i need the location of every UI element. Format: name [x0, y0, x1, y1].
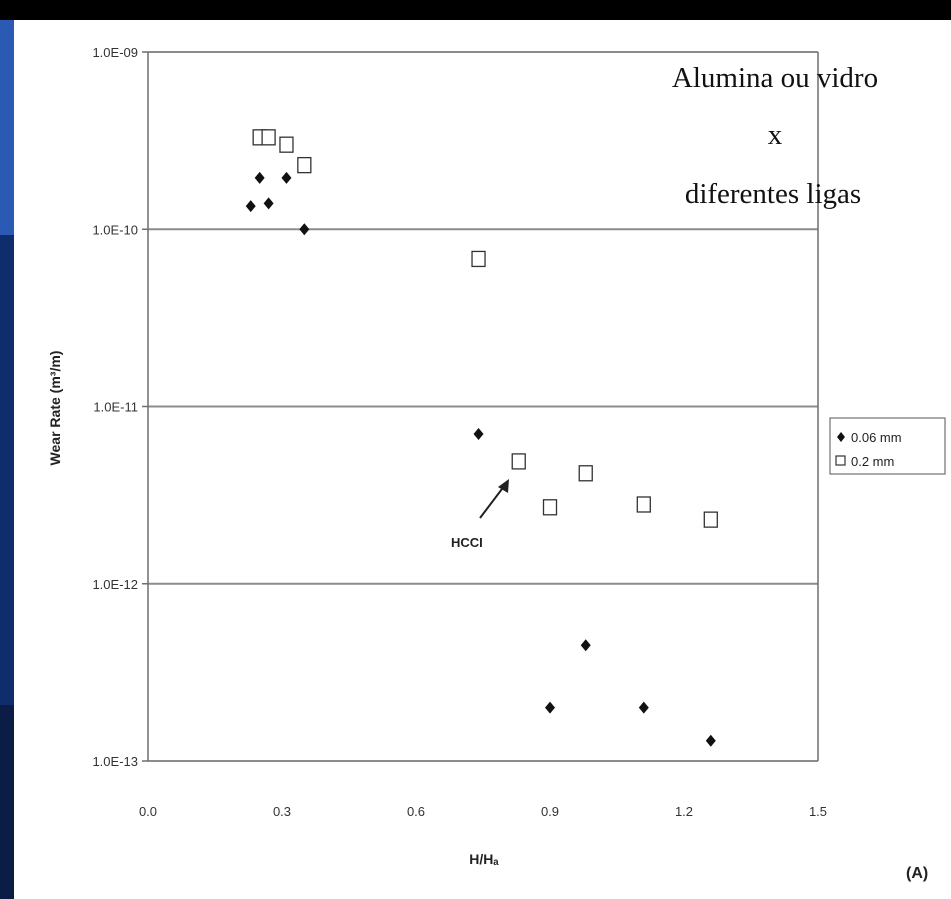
- x-tick-label: 0.3: [273, 804, 291, 819]
- point-diamond: [638, 701, 649, 714]
- y-tick-label: 1.0E-11: [93, 400, 138, 415]
- overlay-caption: Alumina ou vidro x diferentes ligas: [672, 62, 878, 210]
- hcci-annotation: HCCI: [451, 479, 509, 550]
- x-tick-label: 1.2: [675, 804, 693, 819]
- point-diamond: [473, 427, 484, 440]
- overlay-line-2: x: [768, 119, 783, 151]
- y-tick-label: 1.0E-10: [92, 222, 138, 237]
- point-diamond: [263, 197, 274, 210]
- x-tick-label: 1.5: [809, 804, 827, 819]
- point-diamond: [254, 171, 265, 184]
- y-tick-labels: 1.0E-09 1.0E-10 1.0E-11 1.0E-12 1.0E-13: [92, 45, 138, 769]
- annotation-label: HCCI: [451, 535, 483, 550]
- x-tick-label: 0.9: [541, 804, 559, 819]
- x-tick-label: 0.0: [139, 804, 157, 819]
- annotation-arrow-line: [479, 484, 506, 519]
- gridlines: [142, 51, 818, 762]
- left-edge-strip-top: [0, 20, 14, 235]
- overlay-line-3: diferentes ligas: [685, 178, 861, 210]
- x-tick-label: 0.6: [407, 804, 425, 819]
- point-square: [542, 499, 558, 516]
- legend-label-series-2: 0.2 mm: [851, 454, 894, 469]
- point-square: [471, 250, 486, 268]
- annotation-arrowhead: [498, 479, 509, 493]
- left-edge-strip-bottom: [0, 705, 14, 899]
- point-square: [703, 511, 718, 528]
- data-points: [245, 129, 718, 747]
- legend: 0.06 mm 0.2 mm: [829, 417, 946, 475]
- legend-box: [829, 417, 946, 475]
- chart-panel: [14, 20, 951, 899]
- y-tick-label: 1.0E-09: [92, 45, 138, 60]
- point-diamond: [245, 200, 256, 213]
- point-square: [511, 453, 526, 470]
- overlay-line-1: Alumina ou vidro: [672, 62, 878, 94]
- legend-diamond-marker: [837, 432, 845, 442]
- left-edge-strip-middle: [0, 235, 14, 705]
- point-square: [636, 496, 651, 513]
- point-diamond: [545, 701, 555, 714]
- x-tick-labels: 0.0 0.3 0.6 0.9 1.2 1.5: [139, 804, 827, 819]
- legend-label-series-1: 0.06 mm: [851, 430, 902, 445]
- point-square: [297, 156, 312, 174]
- panel-label: (A): [906, 865, 928, 882]
- y-tick-label: 1.0E-13: [92, 754, 138, 769]
- x-axis-title: H/Hₐ: [469, 851, 499, 867]
- point-square: [261, 129, 276, 146]
- point-diamond: [580, 639, 591, 652]
- y-axis-title: Wear Rate (m³/m): [47, 351, 63, 466]
- point-square: [279, 136, 294, 153]
- y-tick-label: 1.0E-12: [92, 577, 138, 592]
- point-diamond: [705, 734, 716, 747]
- point-diamond: [299, 223, 310, 236]
- point-diamond: [281, 171, 292, 184]
- legend-square-marker: [835, 455, 846, 466]
- point-square: [578, 465, 593, 482]
